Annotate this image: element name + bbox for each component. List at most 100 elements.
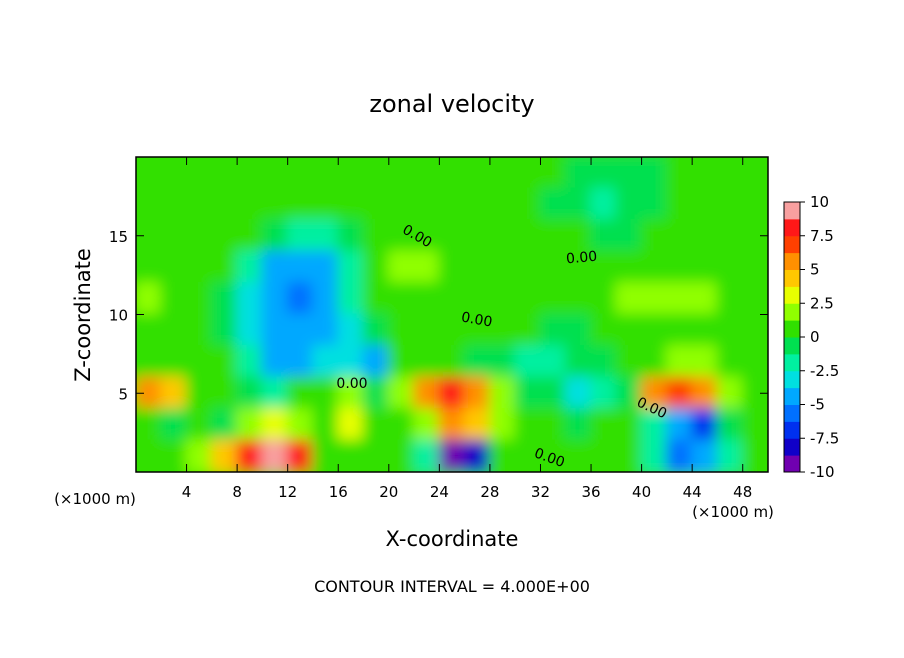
cell: [741, 250, 768, 284]
cell: [463, 250, 491, 284]
cell: [716, 187, 744, 221]
colorbar-band: [784, 404, 800, 422]
cell: [136, 157, 163, 190]
cell: [362, 219, 390, 253]
cell: [261, 408, 289, 442]
cell: [286, 282, 314, 316]
cell: [640, 282, 668, 316]
cell: [362, 345, 390, 379]
cell: [160, 187, 188, 221]
cell: [438, 376, 466, 410]
cell: [160, 345, 188, 379]
cell: [590, 250, 618, 284]
colorbar-band: [784, 320, 800, 338]
cell: [311, 187, 340, 221]
cell: [564, 219, 593, 253]
cell: [590, 187, 618, 221]
cell: [210, 157, 239, 190]
cell: [463, 219, 491, 253]
colorbar-band: [784, 252, 800, 270]
cell: [640, 250, 668, 284]
cell: [185, 187, 213, 221]
cell: [564, 157, 593, 190]
cell: [438, 157, 466, 190]
cell: [387, 250, 416, 284]
cell: [362, 376, 390, 410]
cell: [640, 376, 668, 410]
cell: [261, 250, 289, 284]
cell: [236, 408, 264, 442]
cell: [438, 219, 466, 253]
cell: [337, 408, 365, 442]
y-tick-label: 5: [118, 385, 128, 403]
cell: [136, 345, 163, 379]
cell: [387, 187, 416, 221]
cell: [311, 282, 340, 316]
cell: [640, 187, 668, 221]
cell: [413, 345, 441, 379]
cell: [311, 376, 340, 410]
x-tick-label: 48: [733, 483, 752, 501]
cell: [413, 439, 441, 472]
colorbar-band: [784, 370, 800, 389]
cell: [311, 219, 340, 253]
cell: [590, 219, 618, 253]
cell: [160, 408, 188, 442]
cell: [362, 157, 390, 190]
cell: [539, 345, 567, 379]
cell: [539, 157, 567, 190]
cell: [539, 408, 567, 442]
x-tick-label: 44: [683, 483, 702, 501]
cell: [539, 282, 567, 316]
cell: [463, 345, 491, 379]
cell: [539, 250, 567, 284]
cell: [286, 187, 314, 221]
cell: [236, 345, 264, 379]
cell: [438, 282, 466, 316]
cell: [185, 282, 213, 316]
cell: [539, 439, 567, 472]
cell: [185, 439, 213, 472]
cell: [615, 439, 643, 472]
colorbar-label: 0: [810, 328, 820, 346]
cell: [691, 157, 719, 190]
cell: [590, 376, 618, 410]
cell: [615, 345, 643, 379]
cell: [413, 250, 441, 284]
cell: [160, 439, 188, 472]
x-unit-right: (×1000 m): [692, 503, 774, 521]
cell: [691, 313, 719, 347]
cell: [665, 187, 694, 221]
x-tick-label: 12: [278, 483, 297, 501]
cell: [564, 408, 593, 442]
cell: [463, 439, 491, 472]
colorbar-label: -2.5: [810, 362, 839, 380]
cell: [438, 250, 466, 284]
cell: [261, 313, 289, 347]
cell: [463, 313, 491, 347]
cell: [640, 345, 668, 379]
cell: [210, 439, 239, 472]
cell: [286, 439, 314, 472]
cell: [438, 408, 466, 442]
x-tick-label: 28: [480, 483, 499, 501]
cell: [514, 439, 542, 472]
cell: [514, 282, 542, 316]
cell: [311, 345, 340, 379]
cell: [362, 250, 390, 284]
cell: [185, 313, 213, 347]
colorbar-label: 2.5: [810, 294, 834, 312]
cell: [741, 345, 768, 379]
cell: [463, 282, 491, 316]
cell: [564, 345, 593, 379]
cell: [564, 250, 593, 284]
cell: [362, 313, 390, 347]
cell: [741, 187, 768, 221]
cell: [691, 282, 719, 316]
cell: [160, 282, 188, 316]
cell: [387, 376, 416, 410]
cell: [665, 439, 694, 472]
colorbar-label: 10: [810, 193, 829, 211]
cell: [488, 219, 517, 253]
